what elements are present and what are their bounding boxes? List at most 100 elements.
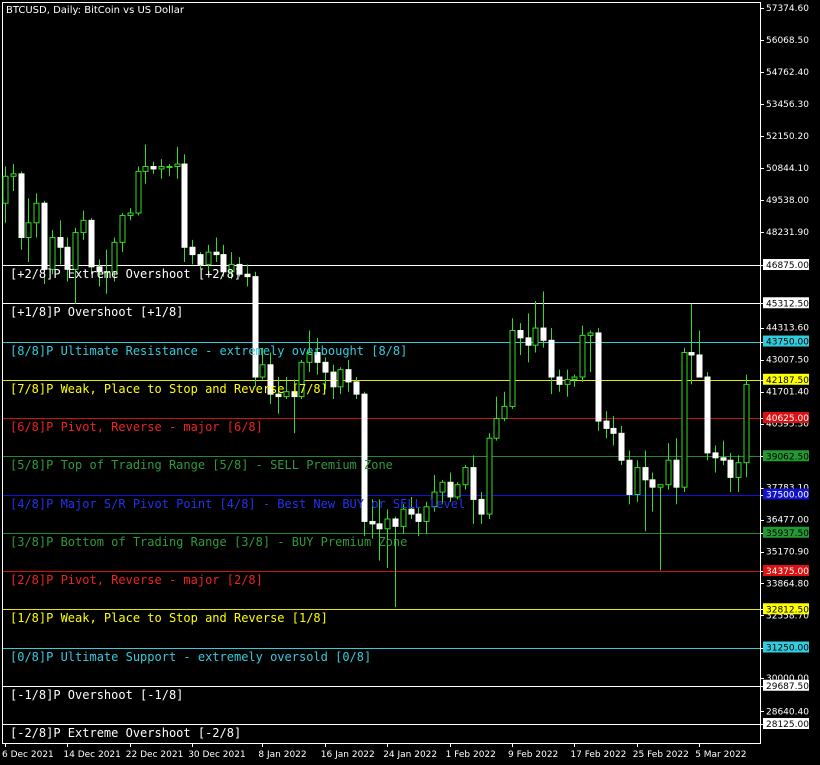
candle-body-88 [688, 352, 695, 356]
level-label-8: [2/8]P Pivot, Reverse - major [2/8] [10, 573, 263, 587]
y-tick-label-5: 50844.10 [766, 164, 809, 174]
candle-body-74 [579, 334, 586, 378]
candle-body-51 [400, 508, 407, 527]
candle-body-7 [57, 236, 64, 248]
level-label-3: [7/8]P Weak, Place to Stop and Reverse [… [10, 382, 328, 396]
level-label-4: [6/8]P Pivot, Reverse - major [6/8] [10, 420, 263, 434]
candle-body-15 [119, 214, 126, 243]
candle-body-35 [275, 393, 282, 398]
x-tick-label-8: 9 Feb 2022 [508, 750, 558, 760]
candle-body-24 [189, 246, 196, 256]
candle-body-33 [259, 364, 266, 378]
level-price-box-12 [763, 718, 809, 729]
level-price-label-5: 39062.50 [766, 452, 809, 462]
candle-body-62 [486, 437, 493, 515]
candle-body-49 [384, 518, 391, 530]
candle-body-53 [415, 513, 422, 522]
level-price-label-4: 40625.00 [766, 414, 809, 424]
x-axis: 6 Dec 2021 14 Dec 2021 22 Dec 2021 30 Dec 2… [2, 743, 747, 760]
candle-body-92 [720, 457, 727, 461]
candle-body-25 [197, 254, 204, 265]
candle-body-68 [532, 327, 539, 346]
level-label-0: [+2/8]P Extreme Overshoot [+2/8] [10, 267, 241, 281]
candle-body-85 [665, 459, 672, 486]
candle-body-2 [18, 173, 25, 238]
y-tick-label-6: 49538.00 [766, 196, 809, 206]
murrey-math-lines [3, 265, 760, 725]
level-price-box-11 [763, 679, 809, 691]
candle-body-60 [470, 467, 477, 500]
candle-body-20 [158, 165, 165, 170]
candle-body-41 [322, 361, 329, 373]
candle-body-1 [10, 173, 17, 177]
candle-body-80 [626, 459, 633, 496]
level-label-11: [-1/8]P Overshoot [-1/8] [10, 688, 183, 702]
candle-body-61 [478, 498, 485, 515]
y-tick-label-1: 56068.50 [766, 36, 809, 46]
candle-body-66 [517, 330, 524, 339]
candle-body-67 [525, 337, 532, 346]
level-price-box-9 [763, 603, 809, 615]
level-price-label-7: 35937.50 [766, 529, 809, 539]
candle-body-3 [25, 222, 32, 238]
candle-body-59 [462, 467, 469, 486]
candle-body-84 [657, 484, 664, 488]
level-price-label-12: 28125.00 [766, 720, 809, 730]
candle-body-44 [345, 369, 352, 383]
chart-title: BTCUSD, Daily: BitCoin vs US Dollar [6, 5, 185, 16]
candle-body-65 [509, 330, 516, 407]
candle-body-71 [556, 376, 563, 385]
candle-body-77 [603, 420, 610, 429]
x-tick-label-4: 8 Jan 2022 [258, 750, 306, 760]
candle-body-55 [431, 491, 438, 508]
candle-body-95 [743, 383, 750, 464]
x-tick-label-7: 1 Feb 2022 [446, 750, 496, 760]
candle-body-6 [49, 236, 56, 270]
level-label-12: [-2/8]P Extreme Overshoot [-2/8] [10, 726, 241, 740]
candle-body-8 [64, 246, 71, 270]
candles [2, 144, 750, 608]
candle-body-4 [33, 202, 40, 224]
level-price-box-6 [763, 488, 809, 500]
candle-body-57 [447, 481, 454, 498]
candle-body-47 [369, 520, 376, 525]
candle-body-13 [103, 271, 110, 274]
level-label-6: [4/8]P Major S/R Pivot Point [4/8] - Bes… [10, 497, 465, 511]
level-label-10: [0/8]P Ultimate Support - extremely over… [10, 650, 371, 664]
level-price-box-1 [763, 297, 809, 309]
level-label-1: [+1/8]P Overshoot [+1/8] [10, 305, 183, 319]
candle-body-14 [111, 241, 118, 273]
y-tick-label-7: 48231.90 [766, 228, 809, 238]
level-label-5: [5/8]P Top of Trading Range [5/8] - SELL… [10, 458, 393, 472]
level-price-box-7 [763, 526, 809, 538]
level-price-box-0 [763, 259, 809, 271]
candle-body-50 [392, 518, 399, 527]
candle-body-78 [610, 427, 617, 434]
candle-body-86 [673, 459, 680, 488]
candle-body-27 [213, 251, 220, 256]
level-price-label-2: 43750.00 [766, 338, 809, 348]
candle-body-48 [376, 523, 383, 530]
x-tick-label-5: 16 Jan 2022 [321, 750, 375, 760]
candle-body-64 [501, 405, 508, 420]
candle-body-39 [306, 352, 313, 363]
level-price-box-4 [763, 412, 809, 424]
plot-frame [2, 2, 761, 744]
x-tick-label-10: 25 Feb 2022 [633, 750, 689, 760]
candle-body-73 [571, 376, 578, 380]
candle-body-22 [174, 163, 181, 167]
murrey-math-labels: [+2/8]P Extreme Overshoot [+2/8] [+1/8]P … [10, 267, 465, 740]
candle-body-23 [181, 163, 188, 248]
level-price-label-9: 32812.50 [766, 605, 809, 615]
y-tick-label-14: 41701.40 [766, 388, 809, 398]
level-price-label-8: 34375.00 [766, 567, 809, 577]
y-tick-label-0: 57374.60 [766, 4, 809, 14]
candle-body-54 [423, 506, 430, 522]
candle-body-69 [540, 327, 547, 341]
candle-body-30 [236, 263, 243, 275]
candle-body-83 [649, 479, 656, 488]
level-price-box-8 [763, 565, 809, 577]
x-tick-label-0: 6 Dec 2021 [2, 750, 54, 760]
x-tick-label-1: 14 Dec 2021 [63, 750, 121, 760]
candle-body-26 [205, 251, 212, 265]
